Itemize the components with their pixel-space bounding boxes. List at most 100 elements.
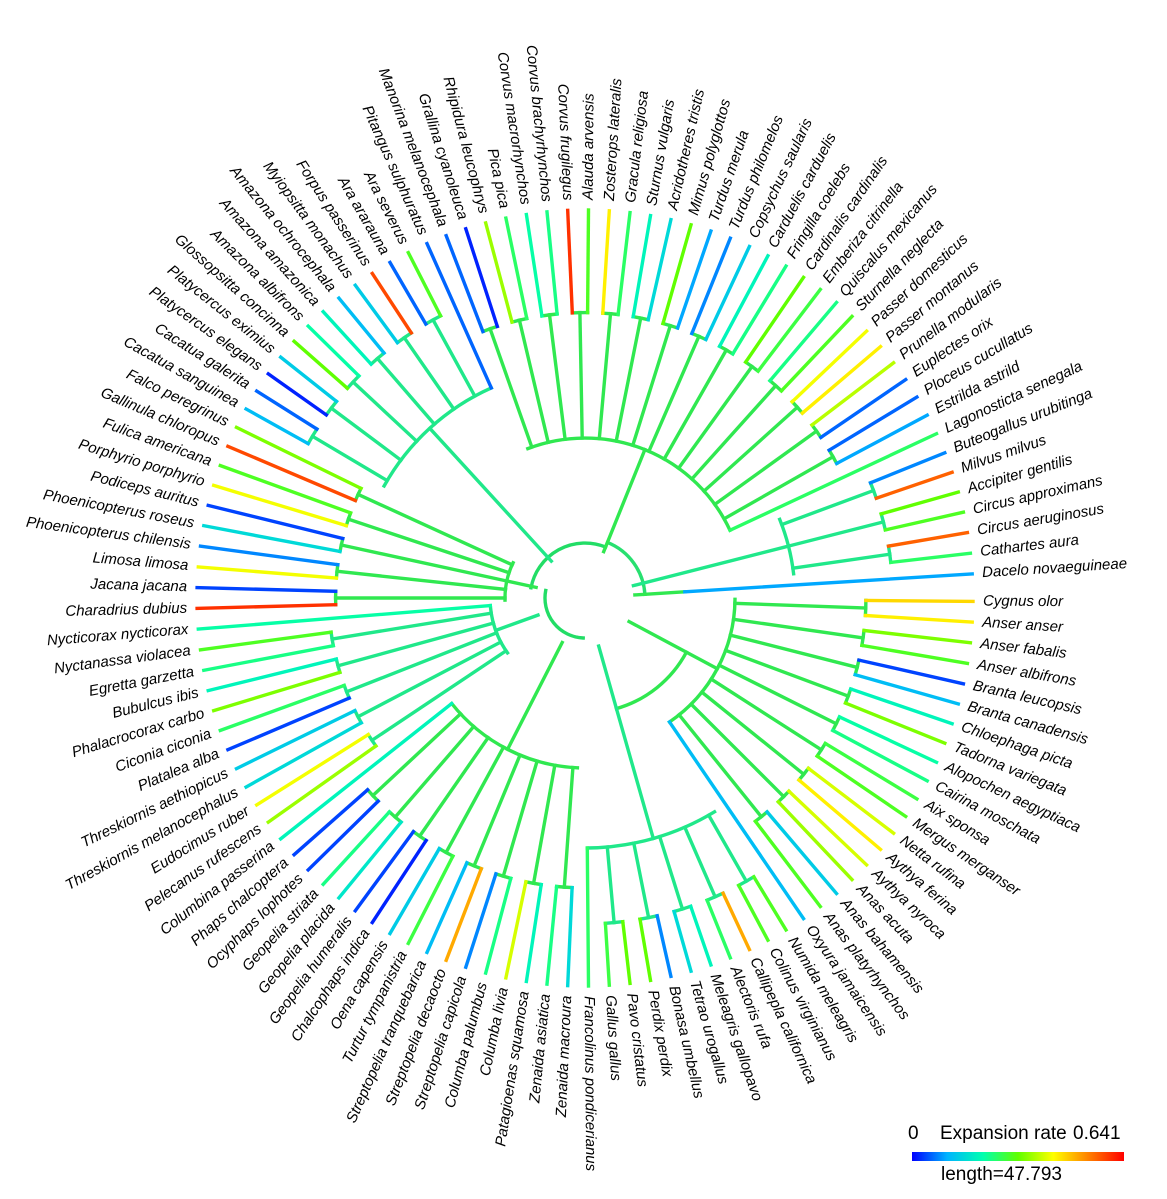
tip-branch-95 — [689, 235, 733, 336]
tip-branch-17 — [753, 818, 823, 909]
subclade-stem — [335, 569, 508, 592]
clade-stem — [626, 619, 720, 672]
tip-branch-37 — [424, 860, 470, 955]
branch-arc — [667, 597, 737, 725]
tip-branch-69 — [254, 388, 320, 432]
tip-branch-59 — [195, 585, 338, 594]
subclade-stem — [547, 312, 567, 442]
subclade-stem — [631, 841, 651, 920]
tip-branch-88 — [585, 208, 591, 315]
legend-max-label: 0.641 — [1073, 1123, 1121, 1144]
tip-branch-32 — [524, 882, 544, 984]
subclade-stem — [701, 404, 800, 494]
tip-branch-98 — [730, 263, 789, 357]
species-label: Cygnus olor — [983, 592, 1064, 610]
species-label: Zenaida asiatica — [526, 993, 554, 1104]
subclade-stem — [706, 812, 749, 884]
subclade-stem — [443, 744, 506, 855]
branch-arc — [509, 316, 529, 325]
species-label: Alauda arvensis — [580, 93, 598, 201]
tip-branch-84 — [503, 216, 529, 321]
tip-branch-83 — [483, 220, 515, 325]
tip-branch-70 — [265, 371, 329, 418]
tip-branch-75 — [336, 295, 387, 356]
subclade-stem — [688, 701, 787, 800]
subclade-stem — [370, 711, 464, 799]
tip-branch-22 — [704, 897, 733, 961]
tip-branch-54 — [206, 657, 339, 693]
tip-branch-36 — [444, 866, 484, 963]
branch-arc — [529, 541, 608, 590]
tip-branch-64 — [211, 483, 349, 528]
branch-arc — [329, 630, 336, 648]
branch-arc — [381, 385, 494, 489]
tip-branch-89 — [600, 208, 612, 316]
tip-branch-103 — [789, 328, 870, 405]
tip-branch-111 — [874, 470, 955, 501]
tip-branch-110 — [868, 450, 948, 486]
tip-branch-25 — [655, 913, 673, 979]
tip-branch-90 — [616, 210, 632, 317]
subclade-stem — [723, 648, 851, 699]
legend-title: Expansion rate — [940, 1123, 1067, 1144]
subclade-stem — [733, 601, 868, 610]
tip-branches — [195, 208, 975, 988]
tip-branch-15 — [775, 799, 855, 883]
tip-branch-14 — [786, 788, 870, 868]
tip-branch-61 — [198, 544, 340, 567]
branch-arc — [334, 657, 343, 675]
tip-branch-102 — [778, 313, 855, 394]
tip-branch-108 — [834, 412, 930, 466]
species-label: Dacelo novaeguineae — [982, 555, 1128, 581]
species-label: Jacana jacana — [89, 576, 187, 596]
clade-stem — [633, 589, 687, 597]
subclade-stem — [657, 834, 685, 912]
subclade-stem — [471, 752, 523, 869]
tip-branch-7 — [843, 700, 948, 746]
subclade-stem — [779, 488, 876, 527]
tip-branch-12 — [806, 765, 896, 836]
subclade-stem — [716, 662, 839, 726]
legend-color-bar — [912, 1152, 1124, 1161]
subclade-stem — [661, 347, 729, 462]
subclade-stem — [350, 379, 420, 444]
subclade-stem — [597, 311, 613, 441]
subclade-stem — [328, 405, 404, 463]
subclade-stem — [790, 552, 892, 571]
subclade-stem — [728, 633, 860, 670]
tip-branch-13 — [796, 777, 883, 852]
tip-branch-79 — [406, 250, 443, 319]
branch-arc — [493, 871, 513, 881]
tip-branch-21 — [720, 890, 752, 952]
clade-stem — [427, 425, 554, 564]
branch-arc — [554, 884, 574, 890]
subclade-stem — [335, 621, 496, 668]
tip-branch-113 — [883, 510, 966, 532]
subclade-stem — [614, 316, 643, 444]
expansion-rate-legend: 0 Expansion rate 0.641 length=47.793 — [905, 1118, 1125, 1188]
subclade-stem — [346, 517, 512, 575]
tip-branch-29 — [585, 846, 591, 988]
subclade-stem — [689, 383, 779, 482]
tip-branch-55 — [201, 643, 336, 673]
species-label: Corvus frugilegus — [554, 83, 576, 201]
branch-arc — [525, 436, 733, 533]
clade-stem — [493, 612, 541, 633]
tip-branch-27 — [620, 919, 632, 986]
tip-branch-57 — [196, 603, 493, 631]
species-label: Charadrius dubius — [65, 600, 188, 620]
tree-branches — [305, 310, 893, 926]
branch-arc — [638, 913, 660, 922]
branch-arc — [605, 540, 647, 597]
subclade-stem — [417, 735, 491, 839]
subclade-stem — [646, 334, 702, 454]
tip-branch-87 — [565, 208, 575, 315]
tip-branch-38 — [406, 853, 456, 946]
species-label: Francolinus pondicerianus — [581, 996, 600, 1172]
tip-branch-46 — [278, 701, 455, 842]
branch-arc — [449, 701, 580, 770]
tip-branch-31 — [545, 884, 559, 986]
species-label: Anser anser — [981, 614, 1065, 636]
tip-branch-78 — [387, 260, 429, 327]
tip-branch-9 — [830, 728, 930, 784]
